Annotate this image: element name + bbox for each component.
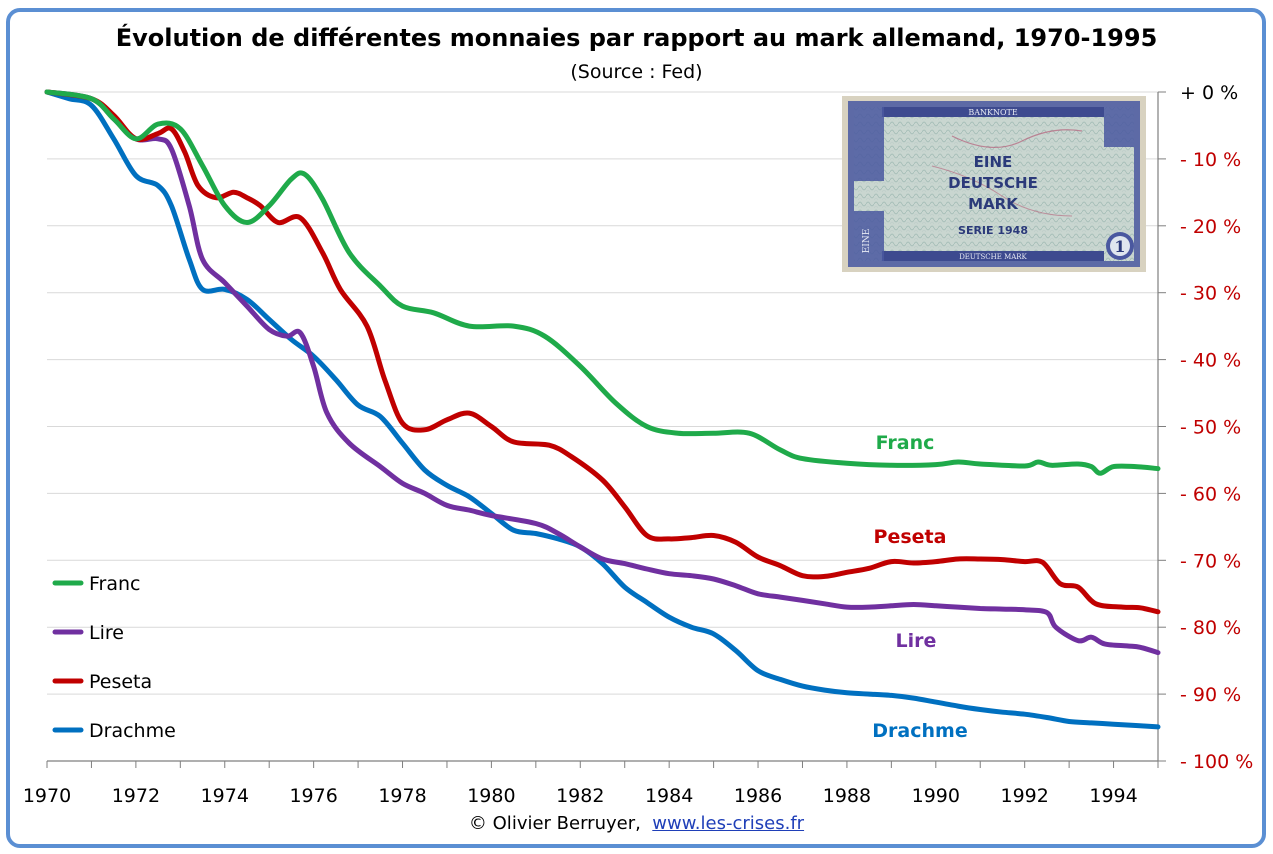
legend-label-franc: Franc	[89, 573, 141, 595]
x-tick-label: 1972	[112, 785, 160, 807]
x-tick-label: 1980	[467, 785, 515, 807]
banknote-serie: SERIE 1948	[958, 224, 1028, 237]
end-label-peseta: Peseta	[874, 526, 947, 548]
x-tick-label: 1984	[645, 785, 693, 807]
banknote-line3: MARK	[968, 195, 1019, 213]
end-label-franc: Franc	[876, 432, 935, 454]
y-tick-label: - 20 %	[1180, 216, 1241, 238]
y-tick-label: - 40 %	[1180, 350, 1241, 372]
banknote-footer: DEUTSCHE MARK	[959, 253, 1027, 261]
banknote-side-word: EINE	[862, 229, 872, 254]
banknote-numeral: 1	[1114, 237, 1125, 256]
x-tick-label: 1976	[289, 785, 337, 807]
x-tick-label: 1992	[1001, 785, 1049, 807]
series-end-labels: Franc Lire Peseta Drachme	[872, 432, 967, 742]
y-tick-label: - 60 %	[1180, 483, 1241, 505]
y-tick-label: - 30 %	[1180, 283, 1241, 305]
legend-label-lire: Lire	[89, 622, 124, 644]
x-tick-label: 1982	[556, 785, 604, 807]
y-tick-label: - 100 %	[1180, 751, 1253, 773]
banknote-header: BANKNOTE	[968, 108, 1018, 117]
credit-link[interactable]: www.les-crises.fr	[652, 813, 805, 834]
y-tick-label: - 50 %	[1180, 417, 1241, 439]
x-tick-label: 1974	[201, 785, 249, 807]
y-tick-label: + 0 %	[1180, 82, 1238, 104]
series-line-lire	[44, 89, 1161, 656]
banknote-line2: DEUTSCHE	[948, 174, 1038, 192]
y-tick-label: - 70 %	[1180, 550, 1241, 572]
y-tick-label: - 10 %	[1180, 149, 1241, 171]
end-label-drachme: Drachme	[872, 720, 967, 742]
x-tick-label: 1994	[1089, 785, 1137, 807]
chart-subtitle: (Source : Fed)	[570, 61, 703, 83]
chart-title: Évolution de différentes monnaies par ra…	[115, 24, 1158, 52]
x-tick-label: 1990	[912, 785, 960, 807]
x-tick-label: 1988	[823, 785, 871, 807]
credit-prefix: © Olivier Berruyer,	[468, 813, 641, 834]
legend-label-peseta: Peseta	[89, 671, 152, 693]
banknote-line1: EINE	[974, 153, 1013, 171]
legend: Franc Lire Peseta Drachme	[52, 573, 176, 742]
end-label-lire: Lire	[896, 630, 937, 652]
axes: + 0 % - 10 % - 20 % - 30 % - 40 % - 50 % - 60 …	[23, 82, 1253, 807]
y-tick-label: - 80 %	[1180, 617, 1241, 639]
x-tick-label: 1986	[734, 785, 782, 807]
deutsche-mark-banknote-image: BANKNOTE EINE DEUTSCHE MARK SERIE 1948 D…	[842, 96, 1146, 272]
credit-line: © Olivier Berruyer, www.les-crises.fr	[0, 813, 1273, 834]
x-tick-label: 1978	[378, 785, 426, 807]
legend-label-drachme: Drachme	[89, 720, 176, 742]
series-line-franc	[44, 89, 1161, 476]
series-line-peseta	[44, 89, 1161, 615]
y-tick-label: - 90 %	[1180, 684, 1241, 706]
x-tick-label: 1970	[23, 785, 71, 807]
series-lines	[44, 89, 1161, 730]
